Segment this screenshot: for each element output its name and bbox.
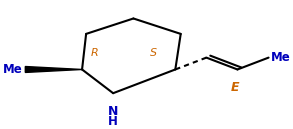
Text: H: H (108, 115, 118, 128)
Polygon shape (25, 67, 82, 72)
Text: E: E (231, 81, 239, 94)
Text: S: S (150, 49, 157, 58)
Text: N: N (108, 105, 118, 118)
Text: R: R (90, 49, 98, 58)
Text: Me: Me (3, 63, 23, 76)
Text: Me: Me (271, 51, 291, 64)
